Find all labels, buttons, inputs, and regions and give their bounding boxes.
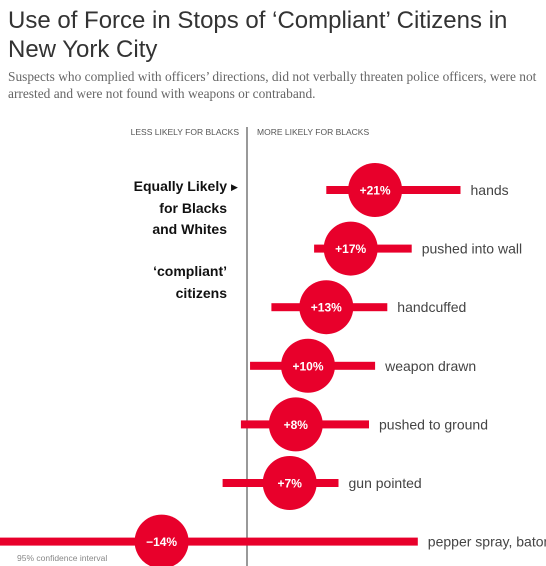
annotation-line-5: citizens	[176, 285, 228, 301]
annotation-line-2: for Blacks	[159, 200, 227, 216]
value-label-pushed-to-ground: +8%	[284, 418, 309, 432]
row-label-pepper-spray-baton: pepper spray, baton	[428, 534, 546, 550]
chart-rows: +21% hands +17% pushed into wall +13% handcuf…	[0, 163, 546, 566]
point-weapon-drawn	[281, 338, 335, 393]
value-label-handcuffed: +13%	[311, 301, 342, 315]
row-label-handcuffed: handcuffed	[397, 299, 466, 315]
annotation-line-3: and Whites	[152, 221, 227, 237]
footnote-ci: 95% confidence interval	[17, 553, 107, 563]
annotation-line-4: ‘compliant’	[153, 263, 227, 279]
value-label-pepper-spray-baton: −14%	[146, 535, 177, 549]
annotation: Equally Likely ▶ for Blacks and Whites ‘…	[134, 178, 238, 301]
ci-bar-pepper-spray-baton	[0, 537, 418, 546]
chart-title: Use of Force in Stops of ‘Compliant’ Cit…	[8, 7, 508, 63]
point-gun-pointed	[262, 456, 317, 510]
row-label-pushed-into-wall: pushed into wall	[422, 241, 522, 257]
point-pepper-spray-baton	[134, 514, 189, 566]
row-label-gun-pointed: gun pointed	[349, 475, 422, 491]
axis-label-right: MORE LIKELY FOR BLACKS	[257, 127, 369, 137]
chart-subtitle: Suspects who complied with officers’ dir…	[8, 69, 537, 101]
annotation-arrow-icon: ▶	[231, 183, 238, 193]
point-pushed-to-ground	[268, 397, 323, 452]
row-label-pushed-to-ground: pushed to ground	[379, 416, 488, 432]
point-handcuffed	[299, 280, 354, 335]
value-label-gun-pointed: +7%	[278, 477, 303, 491]
annotation-line-1: Equally Likely	[134, 178, 228, 194]
axis-label-left: LESS LIKELY FOR BLACKS	[131, 127, 240, 137]
point-hands	[348, 163, 403, 217]
row-label-hands: hands	[471, 182, 509, 198]
value-label-pushed-into-wall: +17%	[335, 242, 366, 256]
point-pushed-into-wall	[323, 221, 378, 276]
value-label-weapon-drawn: +10%	[292, 359, 323, 373]
value-label-hands: +21%	[360, 184, 391, 198]
row-label-weapon-drawn: weapon drawn	[384, 358, 476, 374]
